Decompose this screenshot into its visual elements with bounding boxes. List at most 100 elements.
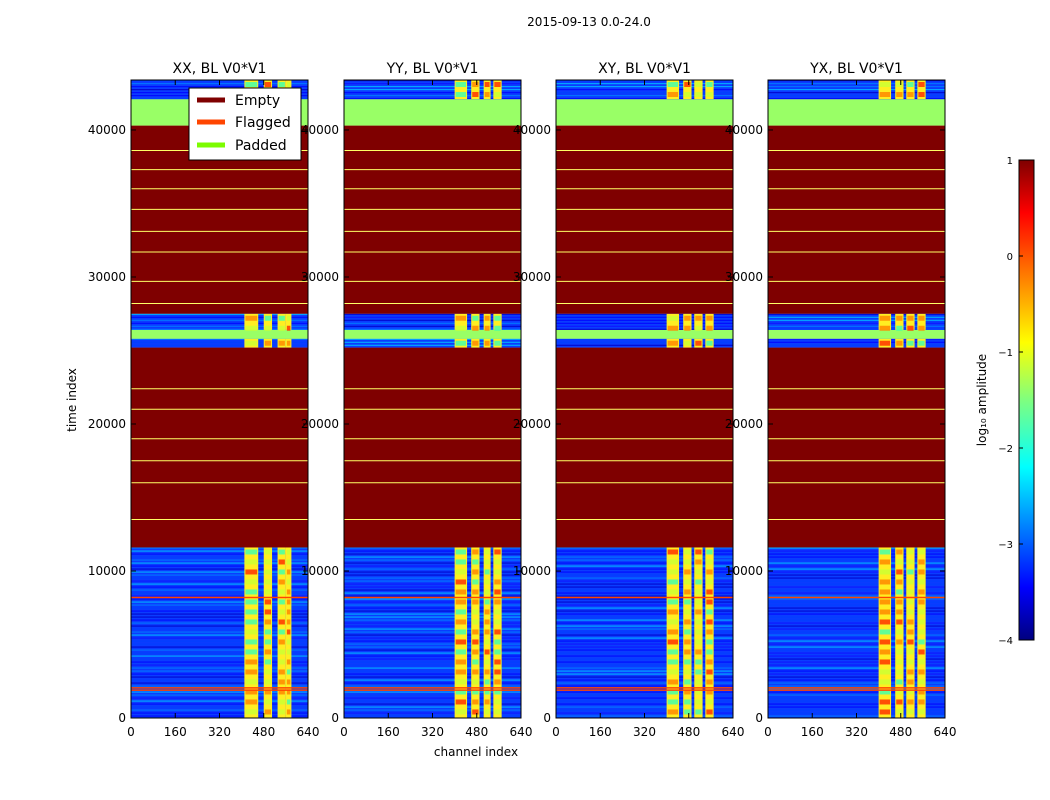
noise-row: [768, 92, 945, 94]
bright-cell: [907, 340, 914, 346]
bright-channel-band: [683, 313, 692, 330]
bright-cell: [706, 619, 713, 625]
noise-row: [131, 341, 308, 343]
y-tick-label: 20000: [88, 417, 126, 431]
bright-cell: [278, 699, 285, 705]
bright-cell: [278, 649, 285, 655]
bright-cell: [907, 629, 914, 635]
noise-row: [556, 610, 733, 612]
bright-cell: [484, 699, 490, 705]
bright-cell: [918, 82, 925, 87]
noise-row: [344, 661, 521, 663]
bright-cell: [706, 82, 713, 87]
noise-row: [768, 313, 945, 315]
noise-row: [768, 589, 945, 591]
bright-cell: [907, 649, 914, 655]
noise-row: [131, 583, 308, 585]
noise-row: [556, 667, 733, 669]
noise-row: [556, 616, 733, 618]
noise-row: [556, 673, 733, 675]
bright-cell: [695, 325, 702, 331]
bright-cell: [264, 549, 272, 555]
y-tick-label: 40000: [301, 123, 339, 137]
noise-row: [768, 580, 945, 582]
noise-row: [344, 706, 521, 708]
bright-cell: [286, 679, 291, 685]
noise-row: [768, 688, 945, 690]
bright-cell: [907, 599, 914, 605]
bright-cell: [286, 340, 291, 346]
noise-row: [556, 595, 733, 597]
colorbar-tick-label: −4: [998, 636, 1013, 647]
bright-cell: [907, 92, 914, 97]
noise-row: [556, 685, 733, 687]
noise-row: [131, 589, 308, 591]
bright-cell: [264, 599, 272, 605]
noise-row: [344, 328, 521, 330]
noise-row: [556, 655, 733, 657]
noise-row: [556, 703, 733, 705]
bright-cell: [494, 340, 501, 346]
bright-cell: [245, 569, 258, 575]
noise-row: [768, 622, 945, 624]
noise-row: [344, 583, 521, 585]
noise-row: [556, 325, 733, 327]
noise-row: [131, 613, 308, 615]
bright-cell: [706, 699, 713, 705]
bright-cell: [484, 589, 490, 595]
bright-cell: [484, 609, 490, 615]
noise-row: [556, 319, 733, 321]
region-data: [556, 338, 733, 348]
bright-cell: [494, 589, 501, 595]
bright-cell: [278, 619, 285, 625]
noise-row: [131, 625, 308, 627]
y-tick-label: 20000: [301, 417, 339, 431]
region-empty: [556, 347, 733, 548]
noise-row: [344, 652, 521, 654]
bright-cell: [472, 659, 479, 665]
bright-cell: [484, 679, 490, 685]
noise-row: [131, 610, 308, 612]
bright-cell: [918, 639, 925, 645]
noise-row: [344, 92, 521, 94]
bright-cell: [494, 549, 501, 555]
bright-cell: [695, 649, 702, 655]
noise-row: [344, 640, 521, 642]
noise-row: [768, 700, 945, 702]
bright-cell: [484, 659, 490, 665]
bright-cell: [918, 659, 925, 665]
noise-row: [344, 619, 521, 621]
noise-row: [556, 328, 733, 330]
noise-row: [768, 703, 945, 705]
bright-cell: [879, 325, 891, 331]
bright-cell: [918, 599, 925, 605]
bright-cell: [472, 669, 479, 675]
bright-cell: [667, 599, 679, 605]
noise-row: [768, 553, 945, 555]
bright-cell: [472, 649, 479, 655]
noise-row: [131, 571, 308, 573]
noise-row: [131, 565, 308, 567]
noise-row: [556, 649, 733, 651]
colorbar-gradient: [1018, 159, 1035, 641]
bright-cell: [472, 679, 479, 685]
noise-row: [344, 568, 521, 570]
bright-cell: [918, 699, 925, 705]
bright-cell: [918, 92, 925, 97]
noise-row: [131, 649, 308, 651]
bright-cell: [264, 639, 272, 645]
bright-cell: [286, 82, 291, 87]
noise-row: [768, 595, 945, 597]
bright-cell: [896, 639, 903, 645]
noise-row: [768, 86, 945, 88]
bright-cell: [695, 340, 702, 346]
x-tick-label: 640: [510, 725, 533, 739]
bright-cell: [907, 659, 914, 665]
y-tick-label: 10000: [725, 564, 763, 578]
noise-row: [768, 658, 945, 660]
bright-cell: [684, 639, 691, 645]
bright-cell: [907, 669, 914, 675]
bright-cell: [918, 709, 925, 715]
bright-cell: [918, 669, 925, 675]
bright-cell: [907, 549, 914, 555]
